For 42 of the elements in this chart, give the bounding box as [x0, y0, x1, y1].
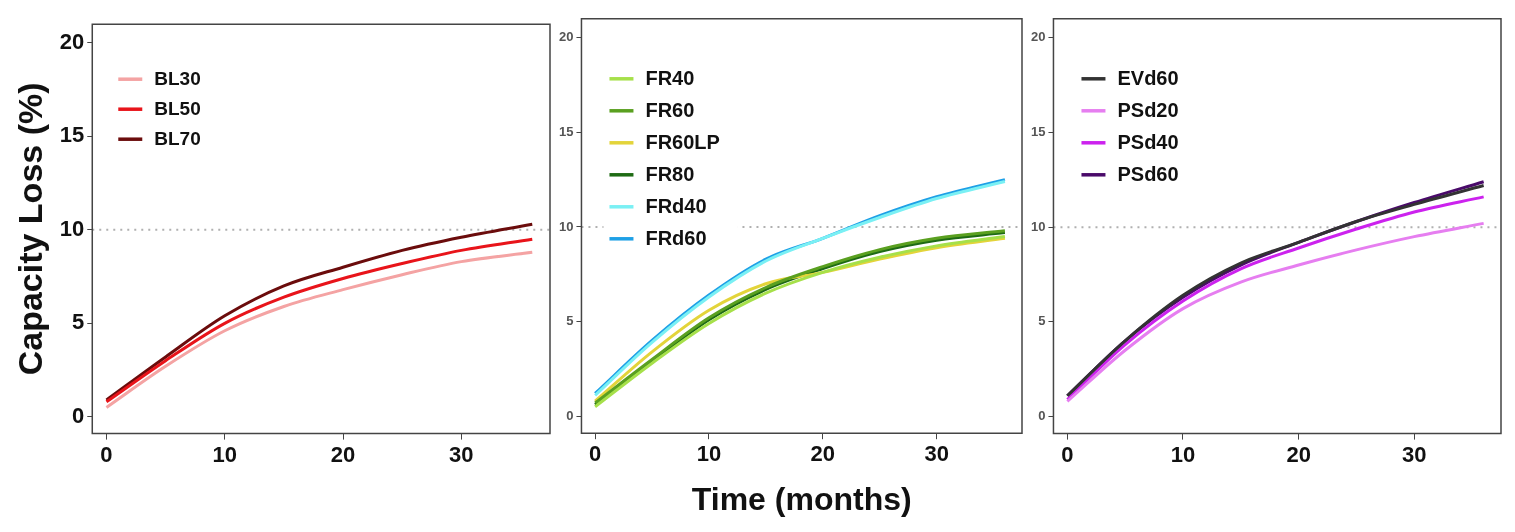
x-tick-label: 10: [1170, 441, 1196, 467]
legend-label: FR60LP: [645, 131, 720, 154]
x-tick-label: 30: [449, 441, 474, 467]
legend-label: BL30: [154, 68, 201, 90]
y-tick-label: 0: [566, 407, 574, 423]
y-tick-label: 0: [72, 402, 85, 428]
x-tick-label: 20: [1286, 441, 1311, 467]
legend-label: FRd40: [645, 195, 707, 218]
legend-label: FR40: [645, 67, 695, 90]
legend-label: FR80: [645, 163, 695, 186]
y-axis-title: Capacity Loss (%): [10, 82, 49, 376]
x-tick-label: 10: [212, 441, 237, 467]
legend-label: FRd60: [645, 227, 707, 250]
x-tick-label: 0: [100, 441, 113, 467]
legend-label: PSd60: [1117, 163, 1179, 186]
x-tick-label: 10: [696, 441, 722, 467]
x-tick-label: 0: [589, 441, 602, 467]
x-tick-label: 30: [1402, 441, 1427, 467]
x-tick-label: 20: [810, 441, 836, 467]
y-tick-label: 10: [558, 218, 574, 234]
legend-label: FR60: [645, 99, 695, 122]
y-tick-label: 20: [558, 29, 574, 45]
legend-label: BL70: [154, 128, 201, 150]
y-tick-label: 15: [59, 122, 85, 148]
y-tick-label: 5: [566, 313, 574, 329]
y-tick-label: 20: [1030, 29, 1046, 45]
legend-label: EVd60: [1117, 67, 1179, 90]
x-tick-label: 20: [330, 441, 356, 467]
y-tick-label: 0: [1038, 408, 1046, 424]
y-tick-label: 15: [1030, 124, 1046, 140]
x-tick-label: 0: [1061, 441, 1074, 467]
y-tick-label: 15: [558, 123, 574, 139]
x-axis-title: Time (months): [691, 480, 912, 517]
y-tick-label: 5: [72, 309, 85, 335]
y-tick-label: 10: [59, 215, 85, 241]
y-tick-label: 20: [59, 28, 85, 54]
x-tick-label: 30: [924, 441, 949, 467]
legend-label: PSd40: [1117, 131, 1179, 154]
legend-label: PSd20: [1117, 99, 1179, 122]
y-tick-label: 10: [1030, 218, 1046, 234]
legend-label: BL50: [154, 98, 201, 120]
y-tick-label: 5: [1038, 313, 1046, 329]
